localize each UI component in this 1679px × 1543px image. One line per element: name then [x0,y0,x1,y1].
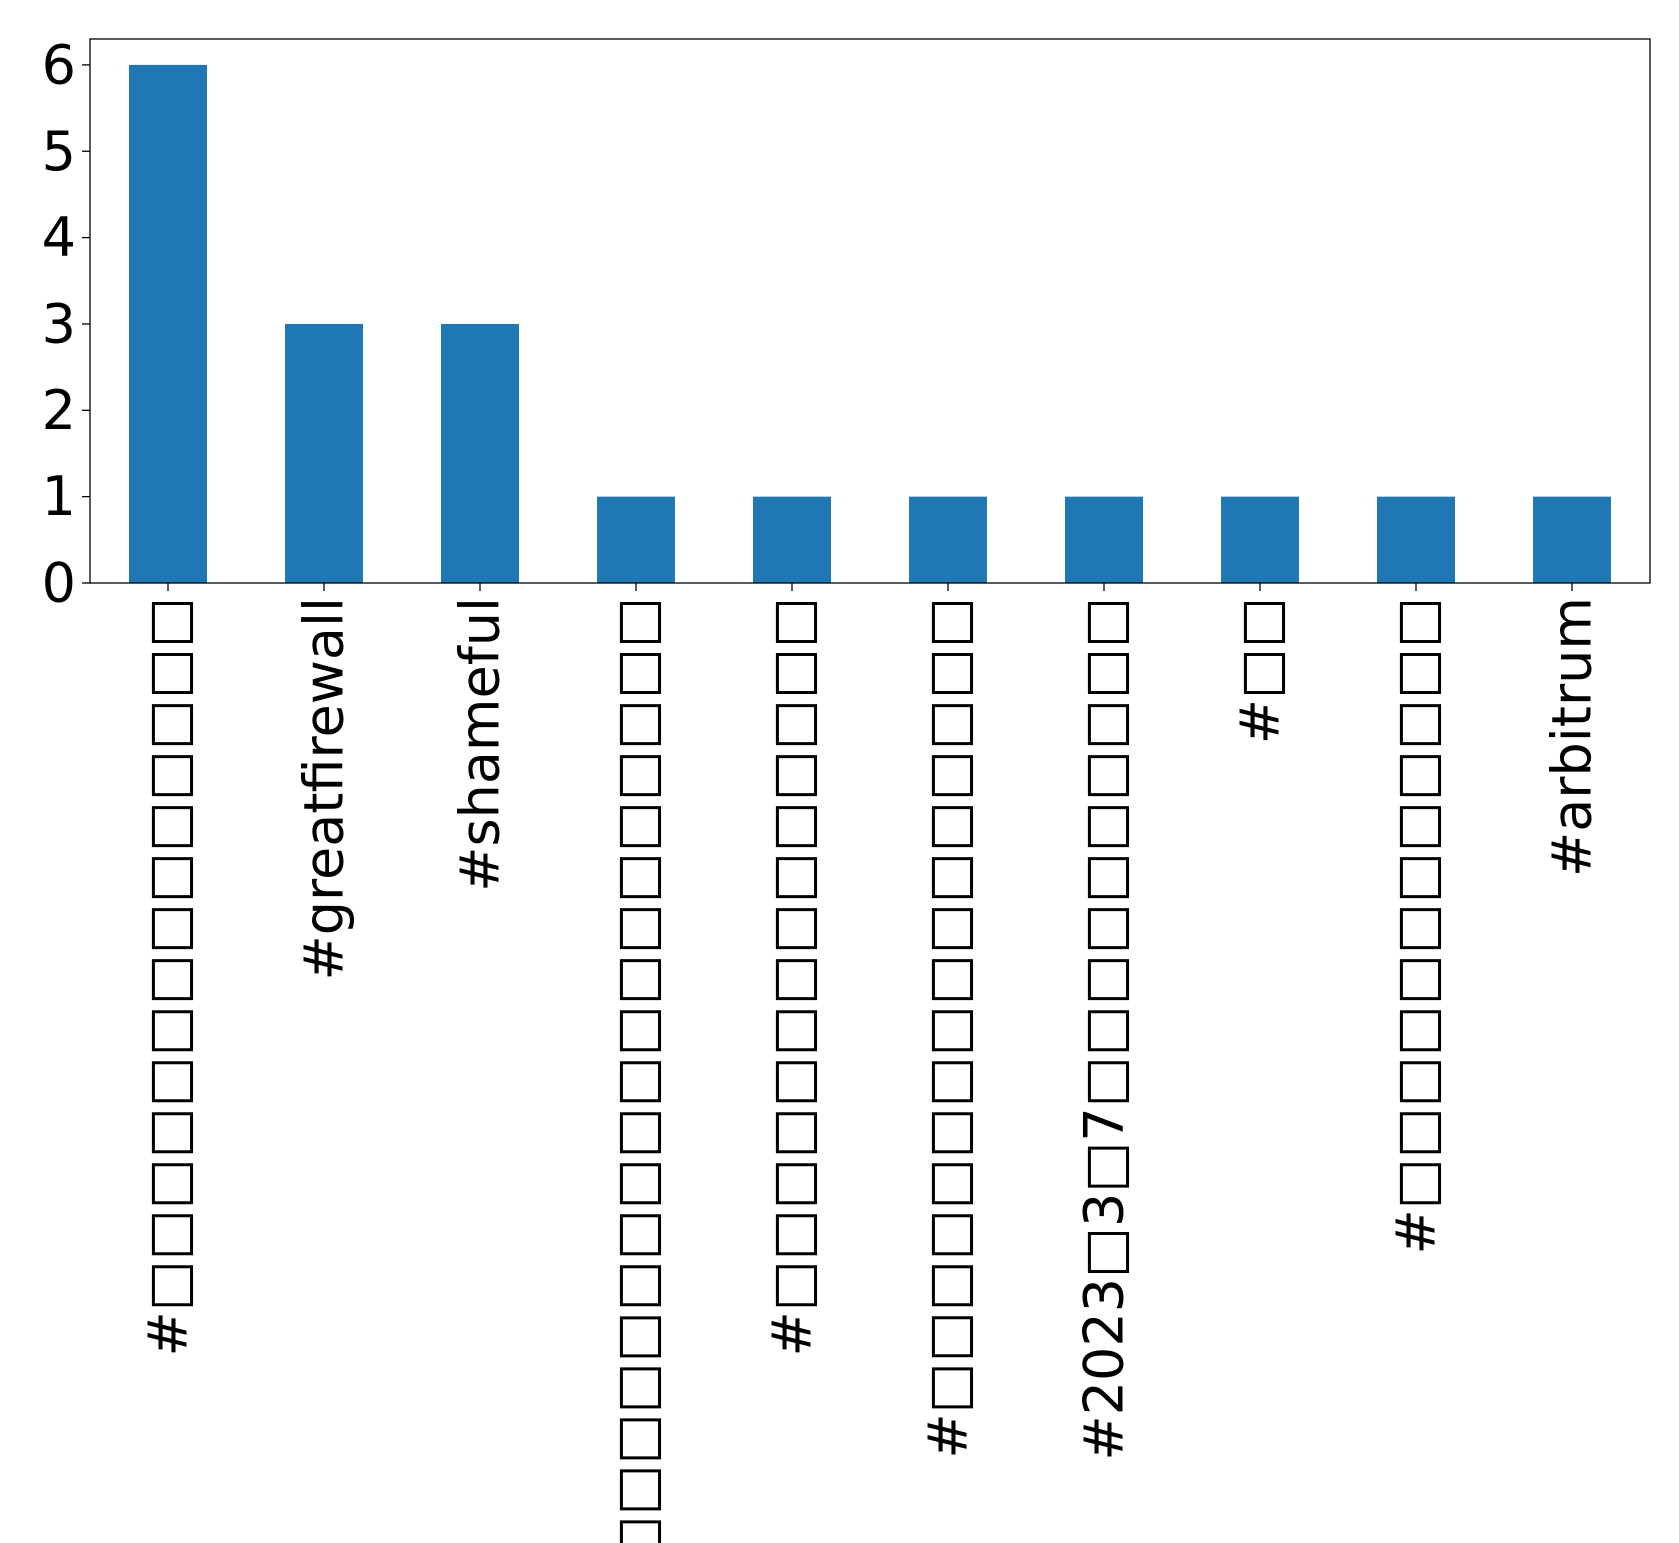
plot-area-frame [89,38,1651,584]
bar-5 [909,496,987,583]
x-tick-label-6: #2023□3□7□□□□□□□□□□ [1073,597,1136,1461]
y-tick-label-2: 2 [42,379,76,442]
y-tick-label-1: 1 [42,465,76,528]
bars-group [129,64,1611,583]
x-tick-label-4: #□□□□□□□□□□□□□□ [761,597,824,1357]
bar-1 [285,323,363,583]
x-tick-label-2: #shameful [449,597,512,892]
x-tick-label-9: #arbitrum [1541,597,1604,877]
bar-2 [441,323,519,583]
x-tick-label-3: #□□□□□□□□□□□□□□□□□□□ [605,597,668,1543]
x-tick-label-8: #□□□□□□□□□□□□ [1385,597,1448,1255]
x-tick-label-1: #greatfirewall [293,597,356,981]
y-axis: 0 1 2 3 4 5 6 [42,33,90,615]
x-tick-label-5: #□□□□□□□□□□□□□□□□ [917,597,980,1459]
bar-9 [1533,496,1611,583]
bar-3 [597,496,675,583]
y-tick-label-0: 0 [42,552,76,615]
y-tick-label-4: 4 [42,206,76,269]
bar-7 [1221,496,1299,583]
x-axis: #□□□□□□□□□□□□□□ #greatfirewall #shameful #□… [137,583,1604,1543]
x-tick-label-7: #□□ [1229,597,1292,744]
bar-8 [1377,496,1455,583]
bar-6 [1065,496,1143,583]
x-tick-label-0: #□□□□□□□□□□□□□□ [137,597,200,1357]
y-tick-label-5: 5 [42,120,76,183]
y-tick-label-3: 3 [42,292,76,355]
bar-0 [129,64,207,583]
y-tick-label-6: 6 [42,33,76,96]
bar-4 [753,496,831,583]
